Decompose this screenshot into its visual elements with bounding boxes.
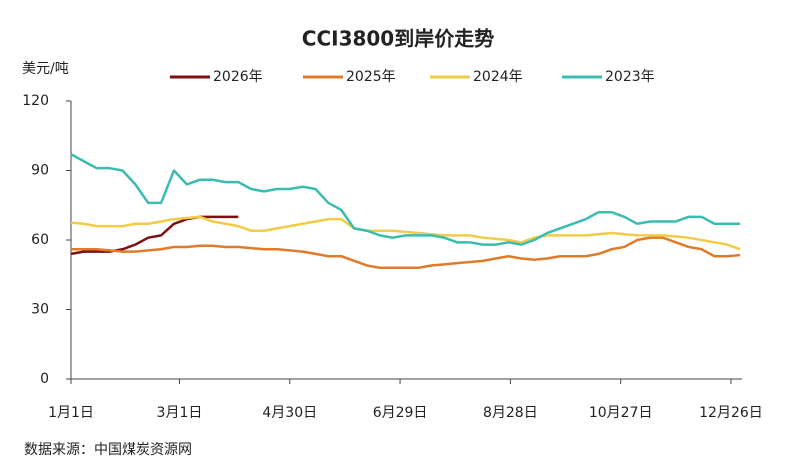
source-note: 数据来源：中国煤炭资源网 <box>24 442 192 458</box>
y-tick-label: 120 <box>22 93 49 109</box>
x-tick-label: 1月1日 <box>48 405 94 421</box>
x-tick-label: 10月27日 <box>589 405 653 421</box>
y-tick-label: 60 <box>31 232 49 248</box>
x-tick-label: 4月30日 <box>262 405 317 421</box>
y-tick-label: 0 <box>40 371 49 387</box>
y-axis-label: 美元/吨 <box>22 61 69 77</box>
series-line <box>70 215 239 256</box>
legend-label: 2026年 <box>213 69 263 85</box>
legend-label: 2024年 <box>473 69 523 85</box>
x-tick-label: 3月1日 <box>157 405 203 421</box>
y-tick-label: 30 <box>31 302 49 318</box>
x-tick-label: 8月28日 <box>483 405 538 421</box>
chart-title: CCI3800到岸价走势 <box>302 27 494 51</box>
x-tick-label: 6月29日 <box>373 405 428 421</box>
series-line <box>71 236 741 270</box>
y-tick-label: 90 <box>31 163 49 179</box>
series-line <box>70 215 741 251</box>
x-tick-label: 12月26日 <box>699 405 763 421</box>
series-line <box>70 153 741 246</box>
legend-label: 2025年 <box>346 69 396 85</box>
legend-label: 2023年 <box>605 69 655 85</box>
